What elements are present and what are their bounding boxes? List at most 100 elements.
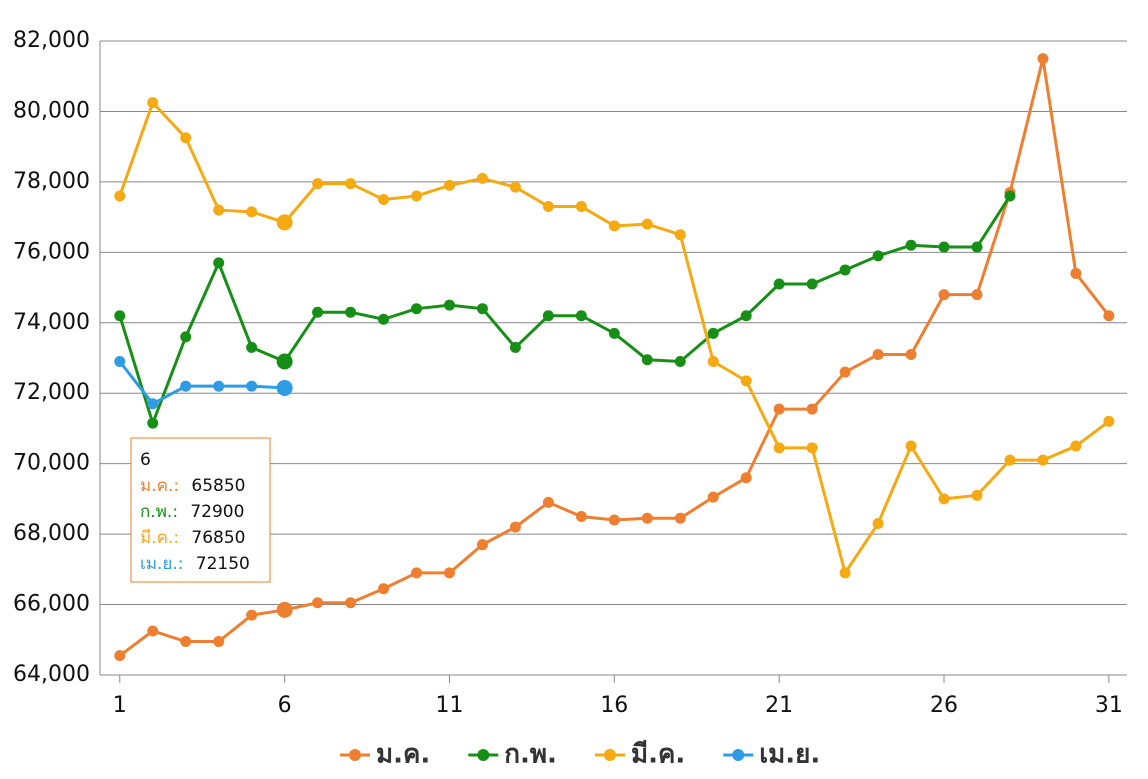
data-point xyxy=(213,257,225,269)
tooltip-title: 6 xyxy=(140,450,151,470)
data-point xyxy=(114,356,126,368)
data-point xyxy=(1070,267,1082,279)
tooltip-series: มี.ค. xyxy=(140,528,173,548)
tooltip: 6ม.ค.:65850ก.พ.:72900มี.ค.:76850เม.ย.:72… xyxy=(130,437,271,583)
data-point xyxy=(1037,53,1049,65)
data-point xyxy=(773,278,785,290)
data-point xyxy=(180,331,192,343)
series-line xyxy=(118,195,1012,428)
x-tick-label: 11 xyxy=(435,693,463,718)
data-point xyxy=(542,310,554,322)
data-point xyxy=(476,303,488,315)
data-point xyxy=(378,194,390,205)
data-point xyxy=(938,289,950,301)
x-tick-label: 6 xyxy=(278,693,292,718)
data-point xyxy=(213,636,225,648)
data-point xyxy=(905,440,917,452)
data-point xyxy=(345,306,357,318)
x-tick-label: 16 xyxy=(600,693,628,718)
data-point xyxy=(246,609,258,621)
data-point xyxy=(674,229,686,241)
data-point xyxy=(773,403,785,415)
data-point xyxy=(246,206,258,218)
data-point xyxy=(938,493,950,505)
legend-label: ม.ค. xyxy=(376,740,430,770)
x-tick-label: 26 xyxy=(930,693,958,718)
data-point xyxy=(378,583,390,595)
data-point xyxy=(542,201,554,213)
data-point xyxy=(872,518,884,530)
x-tick-label: 31 xyxy=(1095,693,1123,718)
data-point xyxy=(345,597,357,609)
legend-marker xyxy=(349,749,361,761)
data-point xyxy=(1004,454,1016,466)
data-point xyxy=(276,353,293,370)
data-point xyxy=(180,636,192,648)
data-point xyxy=(938,241,950,253)
data-point xyxy=(276,214,293,231)
data-point xyxy=(806,278,818,290)
data-point xyxy=(443,299,455,311)
series-line xyxy=(118,360,285,406)
data-point xyxy=(674,512,686,524)
data-point xyxy=(147,417,159,429)
data-point xyxy=(213,204,225,216)
data-point xyxy=(1103,310,1115,322)
data-point xyxy=(1070,440,1082,452)
data-point xyxy=(345,178,357,190)
data-point xyxy=(276,379,293,396)
data-point xyxy=(575,201,587,213)
tooltip-value: 65850 xyxy=(191,476,245,496)
data-point xyxy=(542,496,554,508)
legend-marker xyxy=(477,749,490,761)
data-point xyxy=(509,181,521,193)
tooltip-series: ม.ค. xyxy=(140,476,173,496)
data-point xyxy=(443,567,455,579)
data-point xyxy=(971,289,983,301)
y-tick-label: 72,000 xyxy=(13,380,90,405)
data-point xyxy=(114,190,126,202)
legend-marker xyxy=(603,749,616,761)
data-point xyxy=(971,241,983,253)
data-point xyxy=(674,356,686,368)
tooltip-value: 72150 xyxy=(196,554,250,574)
x-tick-label: 1 xyxy=(113,693,127,718)
data-point xyxy=(1103,415,1115,427)
y-tick-label: 70,000 xyxy=(13,451,90,476)
x-tick-label: 21 xyxy=(765,693,793,718)
tooltip-colon: : xyxy=(173,476,179,496)
tooltip-value: 72900 xyxy=(190,502,244,522)
y-tick-label: 76,000 xyxy=(13,239,90,264)
data-point xyxy=(147,625,159,637)
tooltip-series: ก.พ. xyxy=(140,502,172,522)
data-point xyxy=(1004,190,1016,202)
legend-marker xyxy=(732,749,745,761)
tooltip-value: 76850 xyxy=(191,528,245,548)
data-point xyxy=(114,310,126,322)
data-point xyxy=(246,380,258,392)
tooltip-colon: : xyxy=(178,554,184,574)
data-point xyxy=(641,512,653,524)
data-point xyxy=(180,380,192,392)
data-point xyxy=(641,354,653,366)
tooltip-series: เม.ย. xyxy=(140,554,178,574)
data-point xyxy=(641,218,653,230)
legend-label: มี.ค. xyxy=(631,740,685,770)
y-tick-label: 78,000 xyxy=(13,169,90,194)
data-point xyxy=(839,366,851,378)
data-point xyxy=(213,380,225,392)
data-point xyxy=(509,341,521,353)
y-tick-label: 80,000 xyxy=(13,98,90,123)
data-point xyxy=(839,264,851,276)
data-point xyxy=(872,348,884,360)
tooltip-colon: : xyxy=(172,502,178,522)
data-point xyxy=(740,375,752,387)
data-point xyxy=(246,341,258,353)
data-point xyxy=(476,172,488,184)
data-point xyxy=(575,310,587,322)
data-point xyxy=(443,179,455,191)
data-point xyxy=(575,511,587,522)
data-point xyxy=(905,239,917,251)
data-point xyxy=(509,521,521,533)
